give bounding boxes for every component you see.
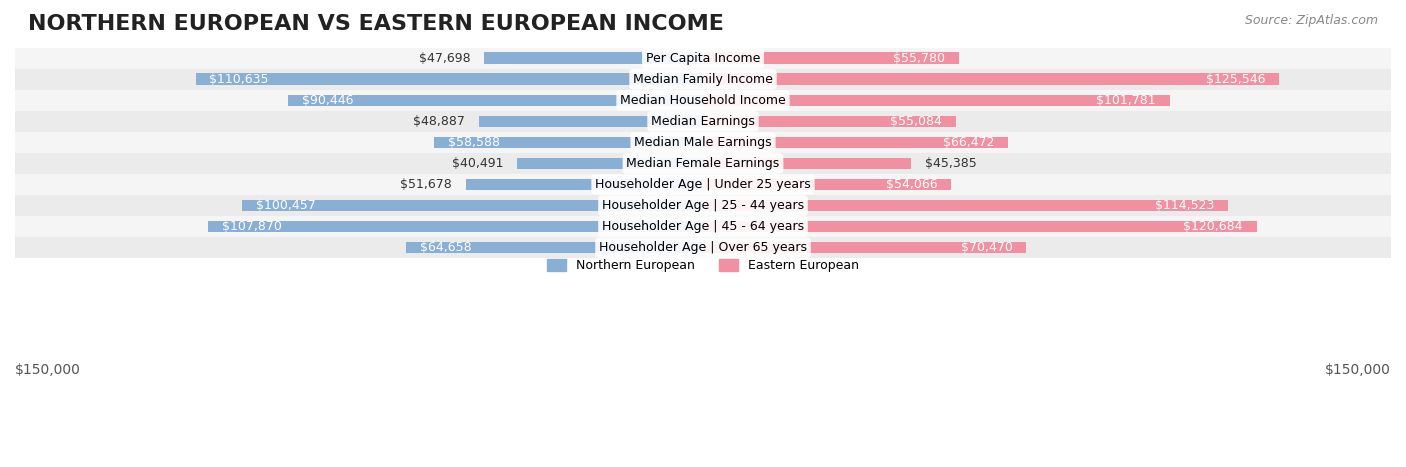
Bar: [703, 137, 1008, 148]
Bar: [208, 221, 703, 233]
Text: $100,457: $100,457: [256, 199, 316, 212]
Bar: [15, 237, 1391, 258]
Text: $45,385: $45,385: [925, 157, 977, 170]
Text: $48,887: $48,887: [413, 115, 465, 128]
Text: $120,684: $120,684: [1184, 220, 1243, 233]
Bar: [15, 174, 1391, 195]
Text: Householder Age | Over 65 years: Householder Age | Over 65 years: [599, 241, 807, 254]
Bar: [15, 216, 1391, 237]
Legend: Northern European, Eastern European: Northern European, Eastern European: [541, 254, 865, 277]
Bar: [703, 115, 956, 127]
Text: $150,000: $150,000: [1324, 363, 1391, 377]
Bar: [703, 242, 1026, 254]
Text: $110,635: $110,635: [209, 73, 269, 86]
Text: $70,470: $70,470: [960, 241, 1012, 254]
Text: Source: ZipAtlas.com: Source: ZipAtlas.com: [1244, 14, 1378, 27]
Text: $55,084: $55,084: [890, 115, 942, 128]
Text: Median Male Earnings: Median Male Earnings: [634, 136, 772, 149]
Bar: [703, 52, 959, 64]
Text: $66,472: $66,472: [942, 136, 994, 149]
Text: $150,000: $150,000: [15, 363, 82, 377]
Text: Median Household Income: Median Household Income: [620, 94, 786, 107]
Bar: [484, 52, 703, 64]
Text: NORTHERN EUROPEAN VS EASTERN EUROPEAN INCOME: NORTHERN EUROPEAN VS EASTERN EUROPEAN IN…: [28, 14, 724, 34]
Text: $47,698: $47,698: [419, 52, 471, 65]
Text: $64,658: $64,658: [420, 241, 472, 254]
Bar: [15, 195, 1391, 216]
Text: Median Female Earnings: Median Female Earnings: [627, 157, 779, 170]
Bar: [195, 73, 703, 85]
Text: $58,588: $58,588: [449, 136, 501, 149]
Text: $114,523: $114,523: [1156, 199, 1215, 212]
Text: Householder Age | 25 - 44 years: Householder Age | 25 - 44 years: [602, 199, 804, 212]
Bar: [242, 200, 703, 212]
Text: Median Earnings: Median Earnings: [651, 115, 755, 128]
Text: Median Family Income: Median Family Income: [633, 73, 773, 86]
Bar: [703, 158, 911, 169]
Bar: [15, 90, 1391, 111]
Text: Householder Age | 45 - 64 years: Householder Age | 45 - 64 years: [602, 220, 804, 233]
Bar: [703, 179, 950, 191]
Bar: [15, 48, 1391, 69]
Text: $54,066: $54,066: [886, 178, 938, 191]
Bar: [406, 242, 703, 254]
Bar: [434, 137, 703, 148]
Text: $107,870: $107,870: [222, 220, 281, 233]
Bar: [479, 115, 703, 127]
Bar: [703, 73, 1279, 85]
Text: $125,546: $125,546: [1205, 73, 1265, 86]
Bar: [15, 69, 1391, 90]
Bar: [703, 200, 1229, 212]
Text: $55,780: $55,780: [893, 52, 945, 65]
Bar: [517, 158, 703, 169]
Text: Householder Age | Under 25 years: Householder Age | Under 25 years: [595, 178, 811, 191]
Bar: [465, 179, 703, 191]
Bar: [703, 94, 1170, 106]
Bar: [15, 132, 1391, 153]
Bar: [15, 153, 1391, 174]
Text: $51,678: $51,678: [401, 178, 453, 191]
Bar: [288, 94, 703, 106]
Text: Per Capita Income: Per Capita Income: [645, 52, 761, 65]
Text: $101,781: $101,781: [1097, 94, 1156, 107]
Text: $40,491: $40,491: [451, 157, 503, 170]
Text: $90,446: $90,446: [302, 94, 353, 107]
Bar: [15, 111, 1391, 132]
Bar: [703, 221, 1257, 233]
